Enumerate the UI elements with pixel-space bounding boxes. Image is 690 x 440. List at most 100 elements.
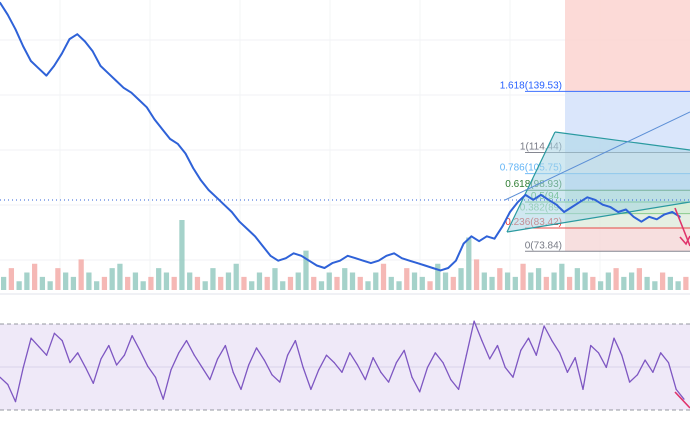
price-point: [153, 118, 156, 121]
volume-bar: [163, 272, 170, 290]
price-point: [76, 33, 79, 36]
price-point: [540, 194, 542, 196]
volume-bar: [334, 276, 340, 290]
price-point: [431, 267, 434, 269]
rsi-point: [590, 344, 592, 347]
price-point: [45, 74, 48, 77]
volume-bar: [318, 281, 325, 290]
rsi-point: [372, 357, 374, 359]
rsi-point: [380, 371, 382, 373]
volume-bar: [125, 276, 131, 290]
volume-bar: [605, 272, 611, 290]
price-point: [640, 220, 643, 223]
rsi-point: [597, 352, 600, 354]
price-point: [146, 106, 148, 109]
price-point: [215, 196, 218, 199]
rsi-point: [333, 361, 335, 364]
volume-bar: [582, 272, 588, 290]
volume-bar: [597, 281, 604, 290]
rsi-point: [178, 352, 180, 354]
rsi-point: [566, 371, 569, 373]
price-point: [563, 211, 565, 213]
rsi-point: [108, 344, 110, 347]
volume-bar: [63, 272, 69, 290]
price-point: [370, 262, 372, 264]
rsi-point: [22, 366, 24, 369]
price-point: [362, 259, 364, 262]
volume-bar: [427, 281, 433, 290]
price-point: [22, 45, 24, 48]
rsi-point: [527, 337, 530, 339]
volume-bar: [24, 272, 30, 290]
volume-bar: [442, 272, 449, 290]
price-point: [524, 194, 527, 196]
volume-bar: [489, 276, 495, 290]
volume-bar: [32, 263, 38, 290]
volume-bar: [303, 250, 309, 290]
price-point: [99, 65, 102, 67]
volume-bar: [621, 276, 627, 290]
rsi-point: [349, 352, 351, 354]
rsi-point: [162, 398, 164, 400]
rsi-point: [465, 354, 467, 356]
volume-bar: [512, 276, 518, 290]
volume-bar: [171, 276, 177, 290]
volume-bar: [473, 259, 480, 290]
volume-bar: [419, 276, 425, 290]
volume-bar: [357, 276, 363, 290]
price-point: [354, 257, 357, 260]
price-point: [37, 67, 40, 70]
price-point: [331, 262, 334, 264]
price-point: [53, 65, 55, 67]
price-point: [532, 198, 534, 201]
rsi-point: [147, 365, 149, 367]
rsi-point: [660, 352, 662, 354]
volume-bar: [590, 276, 596, 290]
rsi-point: [636, 374, 638, 376]
volume-bar: [132, 272, 139, 290]
rsi-point: [217, 358, 219, 360]
price-point: [184, 152, 187, 155]
channel-fill: [507, 132, 690, 232]
price-point: [478, 240, 480, 242]
rsi-point: [302, 366, 304, 369]
rsi-point: [535, 354, 537, 356]
rsi-point: [53, 332, 56, 334]
volume-bar: [140, 281, 146, 290]
price-point: [509, 211, 511, 213]
rsi-point: [30, 337, 32, 339]
price-point: [455, 259, 457, 262]
rsi-point: [61, 340, 63, 342]
rsi-point: [123, 354, 125, 356]
volume-bar: [559, 263, 565, 290]
price-point: [617, 211, 619, 213]
rsi-point: [388, 381, 390, 383]
price-point: [285, 257, 287, 260]
volume-bar: [659, 272, 666, 290]
rsi-point: [286, 354, 289, 356]
channel-upper-line: [554, 131, 690, 151]
rsi-point: [652, 371, 654, 373]
rsi-point: [170, 369, 172, 371]
fib-level-label: 0.786(105.75): [500, 163, 562, 174]
rsi-point: [582, 388, 584, 390]
volume-bar: [373, 272, 379, 290]
fib-level-label: 0(73.84): [525, 240, 562, 251]
rsi-point: [675, 388, 677, 390]
volume-bar: [326, 272, 332, 290]
rsi-point: [520, 349, 522, 351]
rsi-point: [325, 354, 328, 356]
volume-bar: [156, 268, 162, 290]
fib-level-label: 1.618(139.53): [500, 80, 562, 91]
volume-bar: [450, 276, 456, 290]
rsi-point: [14, 401, 17, 403]
price-point: [470, 235, 473, 238]
rsi-point: [279, 381, 281, 383]
price-point: [91, 50, 94, 53]
volume-bar: [202, 281, 208, 290]
price-point: [292, 252, 295, 255]
rsi-point: [318, 369, 320, 371]
price-point: [393, 252, 395, 255]
